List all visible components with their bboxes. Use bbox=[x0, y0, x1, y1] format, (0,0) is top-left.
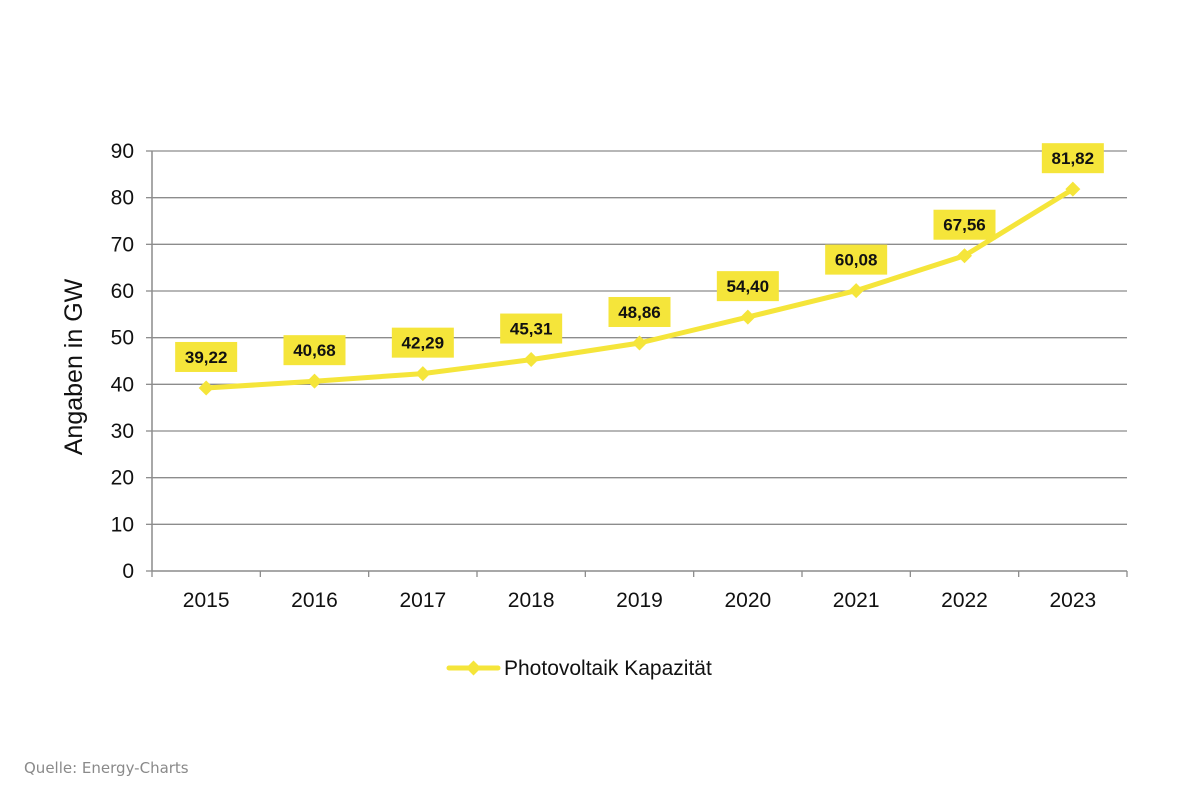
data-label-box-2023 bbox=[1041, 143, 1104, 174]
data-point-2020 bbox=[740, 309, 756, 325]
data-point-2023 bbox=[1065, 181, 1081, 197]
data-label-box-2016 bbox=[283, 335, 346, 366]
data-point-2021 bbox=[848, 283, 864, 299]
y-tick-label-90: 90 bbox=[111, 140, 134, 163]
data-label-box-2018 bbox=[500, 313, 563, 344]
axes bbox=[146, 150, 1128, 577]
x-tick-label-2021: 2021 bbox=[833, 589, 880, 612]
legend-marker-photovoltaik bbox=[466, 660, 481, 676]
y-tick-label-60: 60 bbox=[111, 280, 134, 303]
data-label-2021: 60,08 bbox=[825, 244, 888, 275]
data-label-box-2022 bbox=[933, 209, 996, 240]
y-tick-label-80: 80 bbox=[111, 187, 134, 210]
source-note: Quelle: Energy-Charts bbox=[24, 759, 189, 777]
y-tick-labels: 0 10 20 30 40 50 60 70 80 90 bbox=[111, 140, 134, 583]
data-label-2016: 40,68 bbox=[283, 335, 346, 366]
data-label-2022: 67,56 bbox=[933, 209, 996, 240]
data-label-text-2023: 81,82 bbox=[1052, 149, 1095, 168]
legend-label-photovoltaik: Photovoltaik Kapazität bbox=[504, 657, 712, 680]
data-label-2020: 54,40 bbox=[716, 271, 779, 302]
data-point-2017 bbox=[415, 366, 431, 382]
data-point-2022 bbox=[957, 248, 972, 264]
x-tick-label-2017: 2017 bbox=[399, 589, 446, 612]
data-label-2023: 81,82 bbox=[1041, 143, 1104, 174]
data-label-2017: 42,29 bbox=[391, 327, 454, 358]
y-tick-label-40: 40 bbox=[111, 373, 134, 396]
x-tick-label-2018: 2018 bbox=[508, 589, 555, 612]
data-labels: 39,22 40,68 42,29 45,31 48,86 54,40 60,08 67,56… bbox=[175, 143, 1104, 372]
legend: Photovoltaik Kapazität bbox=[446, 657, 712, 680]
data-label-box-2020 bbox=[716, 271, 779, 302]
data-label-box-2021 bbox=[825, 244, 888, 275]
y-tick-label-70: 70 bbox=[111, 233, 134, 256]
data-label-text-2022: 67,56 bbox=[943, 216, 986, 235]
x-tick-label-2022: 2022 bbox=[941, 589, 988, 612]
x-tick-label-2015: 2015 bbox=[183, 589, 230, 612]
data-point-2019 bbox=[632, 335, 647, 351]
data-label-2015: 39,22 bbox=[175, 341, 238, 372]
data-label-text-2021: 60,08 bbox=[835, 251, 878, 270]
x-tick-label-2023: 2023 bbox=[1049, 589, 1096, 612]
x-tick-label-2019: 2019 bbox=[616, 589, 663, 612]
data-label-2019: 48,86 bbox=[608, 296, 671, 327]
data-label-text-2018: 45,31 bbox=[510, 320, 553, 339]
y-tick-label-0: 0 bbox=[122, 560, 134, 583]
data-label-box-2017 bbox=[391, 327, 454, 358]
data-point-2016 bbox=[307, 373, 322, 389]
data-label-2018: 45,31 bbox=[500, 313, 563, 344]
data-label-text-2016: 40,68 bbox=[293, 341, 336, 360]
data-label-text-2017: 42,29 bbox=[402, 334, 445, 353]
y-axis-label: Angaben in GW bbox=[60, 278, 88, 455]
data-label-text-2020: 54,40 bbox=[727, 277, 770, 296]
data-point-2015 bbox=[198, 380, 214, 396]
x-tick-label-2020: 2020 bbox=[724, 589, 771, 612]
y-tick-label-50: 50 bbox=[111, 327, 134, 350]
data-label-text-2015: 39,22 bbox=[185, 348, 228, 367]
data-label-box-2015 bbox=[175, 341, 238, 372]
x-tick-label-2016: 2016 bbox=[291, 589, 338, 612]
x-tick-labels: 2015 2016 2017 2018 2019 2020 2021 2022 2023 bbox=[183, 589, 1096, 612]
data-label-text-2019: 48,86 bbox=[618, 303, 661, 322]
y-tick-label-20: 20 bbox=[111, 467, 134, 490]
y-tick-label-10: 10 bbox=[111, 513, 134, 536]
data-point-2018 bbox=[523, 352, 539, 368]
data-markers bbox=[198, 181, 1081, 396]
data-label-box-2019 bbox=[608, 296, 671, 327]
y-tick-label-30: 30 bbox=[111, 420, 134, 443]
